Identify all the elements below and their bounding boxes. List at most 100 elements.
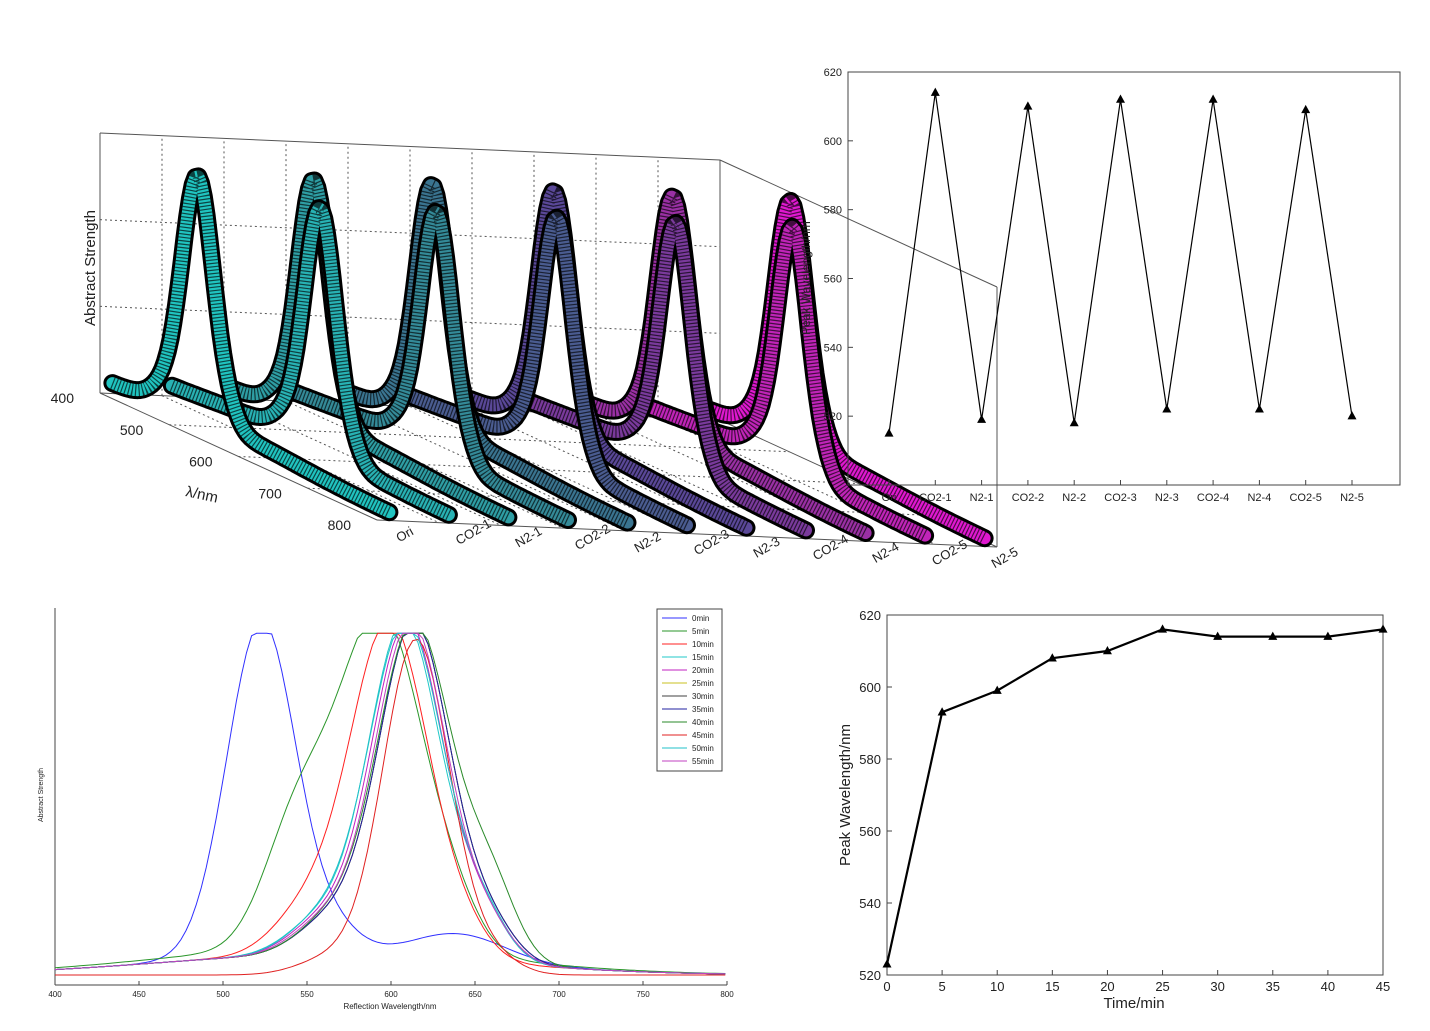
legend-label: 15min [692, 653, 714, 662]
y-tick-label: 620 [859, 608, 881, 623]
x-tick-label: 550 [300, 990, 314, 999]
legend-label: 20min [692, 666, 714, 675]
y-tick-label: 600 [859, 680, 881, 695]
x-tick-label: N2-2 [1062, 492, 1086, 504]
x-axis-label: Reflection Wavelength/nm [343, 1002, 436, 1011]
x-tick-label: N2-5 [1340, 492, 1364, 504]
spectrum-line-35min [54, 632, 726, 975]
data-point-marker [1347, 411, 1357, 420]
data-point-marker [930, 87, 940, 96]
y-axis-label: Peak Wavelength/nm [837, 724, 854, 866]
x-tick-label: 45 [1376, 979, 1390, 994]
floor-grid-line [595, 414, 874, 543]
y-tick-label: 560 [824, 274, 842, 286]
x-tick-label: 700 [552, 990, 566, 999]
floor-grid-line [161, 395, 440, 524]
data-point-marker [1301, 104, 1311, 114]
depth-tick-label: CO2-4 [810, 531, 851, 563]
depth-tick-label: CO2-2 [572, 521, 613, 553]
y-axis-label: Abstract Strength [38, 768, 45, 822]
data-point-marker [1047, 653, 1057, 662]
y-tick-label: 580 [824, 205, 842, 217]
floor-grid-line [285, 400, 564, 529]
spectrum-line-45min [55, 638, 726, 976]
depth-tick-label: Ori [393, 523, 416, 545]
x-tick-label: 600 [189, 454, 213, 470]
ribbon-CO2-5 [642, 220, 932, 542]
legend-label: 35min [692, 705, 714, 714]
x-tick-label: 400 [51, 390, 75, 406]
floor-grid-line [347, 403, 626, 532]
ribbon-N2-3 [463, 185, 753, 534]
x-axis-label: Time/min [1103, 995, 1164, 1012]
x-axis-label: λ/nm [184, 483, 219, 506]
data-point-marker [1102, 646, 1112, 655]
legend-label: 25min [692, 679, 714, 688]
x-tick-label: 40 [1321, 979, 1335, 994]
legend-label: 30min [692, 692, 714, 701]
x-tick-label: 650 [468, 990, 482, 999]
data-point-marker [977, 414, 987, 423]
y-tick-label: 540 [824, 342, 842, 354]
data-point-marker [1323, 631, 1333, 640]
legend-label: 40min [692, 718, 714, 727]
floor-grid-line [238, 456, 859, 484]
x-tick-label: 800 [328, 517, 352, 533]
ribbon-mesh-lines [169, 199, 452, 521]
peak-cycle-panel: 520 540 560 580 600 620 Ori CO2-1 N2-1 CO2-2 N2-2 C… [799, 67, 1401, 504]
x-tick-label: 0 [883, 979, 890, 994]
x-tick-label: Ori [882, 492, 897, 504]
data-point-marker [882, 959, 892, 968]
legend-label: 0min [692, 614, 709, 623]
x-tick-label: N2-1 [970, 492, 994, 504]
x-tick-label: 30 [1210, 979, 1224, 994]
floor-grid-line [471, 408, 750, 537]
series-line [885, 628, 1384, 965]
legend-label: 5min [692, 627, 709, 636]
plot-frame [886, 614, 1384, 976]
floor-grid-line [307, 487, 928, 516]
data-point-marker [1069, 418, 1079, 427]
x-tick-label: 500 [216, 990, 230, 999]
ribbon-mesh-lines [705, 191, 988, 544]
top-back-edge [99, 132, 721, 161]
legend-label: 45min [692, 731, 714, 740]
x-tick-label: 700 [258, 485, 282, 501]
data-point-marker [937, 707, 947, 716]
x-tick-label: CO2-3 [1104, 492, 1136, 504]
ribbon-N2-2 [344, 179, 634, 529]
depth-tick-label: N2-5 [989, 544, 1021, 571]
legend-label: 55min [692, 757, 714, 766]
x-tick-label: 35 [1266, 979, 1280, 994]
x-tick-label: CO2-5 [1289, 492, 1321, 504]
x-tick-label: 800 [720, 990, 734, 999]
spectrum-line-55min [54, 632, 726, 975]
peak-time-panel: 520 540 560 580 600 620 0 5 10 15 20 25 30 35 40 45 Time… [837, 608, 1390, 1012]
ribbon-N2-4 [582, 190, 872, 539]
legend-box [656, 608, 723, 772]
data-point-marker [1213, 631, 1223, 640]
plot-frame [847, 71, 1401, 486]
x-tick-label: 10 [990, 979, 1004, 994]
wall-grid-line [99, 219, 721, 248]
data-point-marker [1158, 624, 1168, 633]
x-tick-label: CO2-2 [1012, 492, 1044, 504]
x-tick-label: 450 [132, 990, 146, 999]
z-axis-label: Abstract Strength [82, 210, 99, 326]
y-tick-label: 600 [824, 136, 842, 148]
y-tick-label: 540 [859, 896, 881, 911]
depth-tick-label: CO2-3 [691, 526, 732, 558]
x-tick-label: CO2-1 [919, 492, 951, 504]
legend-label: 10min [692, 640, 714, 649]
depth-tick-label: CO2-5 [929, 536, 970, 568]
ribbon-mesh-lines [526, 213, 809, 536]
floor-grid-line [409, 406, 688, 534]
y-tick-label: 580 [859, 752, 881, 767]
depth-tick-label: CO2-1 [453, 516, 494, 548]
data-point-marker [1254, 404, 1264, 413]
x-tick-label: 5 [938, 979, 945, 994]
data-point-marker [1378, 624, 1388, 633]
x-tick-label: 600 [384, 990, 398, 999]
